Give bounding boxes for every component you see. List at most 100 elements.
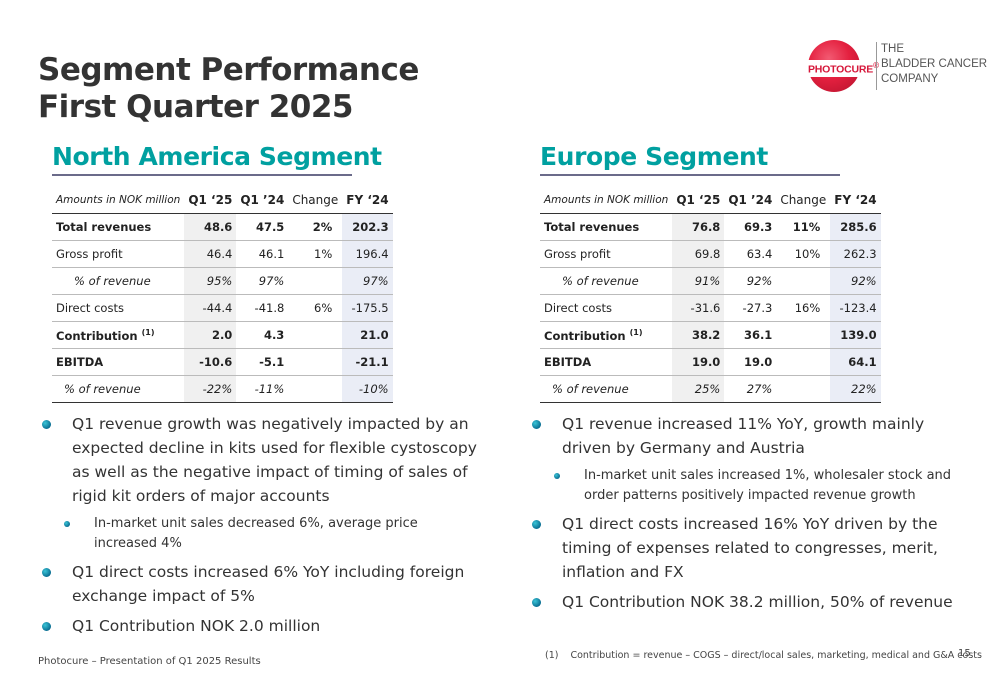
page-title: Segment Performance First Quarter 2025 — [38, 52, 419, 126]
cell-q1-24: -5.1 — [259, 355, 285, 369]
table-row: % of revenue 95% 97% 97% — [52, 267, 393, 295]
cell-q1-24: 36.1 — [743, 328, 773, 342]
bullet-icon — [42, 622, 51, 631]
row-label: % of revenue — [74, 274, 151, 288]
header-change: Change — [780, 193, 827, 207]
bullet-icon — [64, 521, 70, 527]
cell-q1-25: 95% — [184, 267, 237, 295]
table-row: Gross profit 46.4 46.1 1% 196.4 — [52, 240, 393, 268]
cell-q1-25: -44.4 — [184, 294, 237, 322]
cell-q1-25: 2.0 — [184, 321, 237, 349]
table-row: Total revenues 76.8 69.3 11% 285.6 — [540, 213, 881, 241]
header-q1-24: Q1 ’24 — [728, 193, 773, 207]
row-label: Total revenues — [56, 220, 152, 234]
cell-q1-24: 63.4 — [746, 247, 773, 261]
bullet-icon — [42, 568, 51, 577]
cell-q1-25: 19.0 — [672, 348, 725, 376]
row-label: % of revenue — [64, 382, 141, 396]
table-header-row: Amounts in NOK million Q1 ‘25 Q1 ’24 Cha… — [540, 187, 881, 214]
header-fy-24: FY ‘24 — [346, 193, 389, 207]
cell-fy-24: 22% — [830, 375, 881, 403]
row-label: EBITDA — [544, 355, 592, 369]
header-q1-25: Q1 ‘25 — [188, 193, 233, 207]
cell-q1-24: 97% — [258, 274, 285, 288]
cell-change — [288, 268, 342, 295]
bullet-icon — [42, 420, 51, 429]
cell-change: 6% — [314, 301, 333, 315]
list-item: Q1 direct costs increased 6% YoY includi… — [40, 560, 480, 608]
cell-change — [288, 322, 342, 349]
list-item: Q1 direct costs increased 16% YoY driven… — [530, 512, 970, 584]
cell-change — [776, 322, 830, 349]
list-item: In-market unit sales decreased 6%, avera… — [40, 514, 480, 554]
row-label: Direct costs — [56, 301, 124, 315]
north-america-title-rule — [52, 174, 352, 176]
cell-fy-24: -10% — [342, 375, 393, 403]
cell-change: 16% — [794, 301, 821, 315]
list-item: Q1 Contribution NOK 2.0 million — [40, 614, 480, 638]
europe-title-rule — [540, 174, 840, 176]
logo-tagline: THE BLADDER CANCER COMPANY — [881, 43, 988, 85]
row-label: Total revenues — [544, 220, 640, 234]
north-america-table: Amounts in NOK million Q1 ‘25 Q1 ’24 Cha… — [52, 187, 393, 403]
footnote-ref: (1) — [141, 327, 155, 337]
cell-change — [776, 376, 830, 403]
cell-q1-24: 4.3 — [263, 328, 285, 342]
table-row: EBITDA 19.0 19.0 64.1 — [540, 348, 881, 376]
list-item: In-market unit sales increased 1%, whole… — [530, 466, 970, 506]
cell-q1-25: -10.6 — [184, 348, 237, 376]
cell-fy-24: 97% — [342, 267, 393, 295]
row-label: EBITDA — [56, 355, 104, 369]
cell-change: 1% — [314, 247, 333, 261]
cell-q1-25: 69.8 — [672, 240, 725, 268]
cell-q1-24: 27% — [746, 382, 773, 396]
cell-q1-24: 69.3 — [743, 220, 773, 234]
cell-fy-24: -175.5 — [342, 294, 393, 322]
cell-q1-24: -27.3 — [742, 301, 773, 315]
header-label: Amounts in NOK million — [544, 194, 669, 206]
cell-fy-24: 21.0 — [342, 321, 393, 349]
europe-bullets: Q1 revenue increased 11% YoY, growth mai… — [530, 412, 970, 620]
header-fy-24: FY ‘24 — [834, 193, 877, 207]
north-america-title: North America Segment — [52, 142, 382, 171]
footnote-ref: (1) — [629, 327, 643, 337]
cell-fy-24: 202.3 — [342, 213, 393, 241]
row-label: Contribution (1) — [56, 327, 155, 343]
north-america-bullets: Q1 revenue growth was negatively impacte… — [40, 412, 480, 644]
table-row: Contribution (1) 38.2 36.1 139.0 — [540, 321, 881, 349]
page-number: 15 — [958, 648, 971, 659]
row-label: Direct costs — [544, 301, 612, 315]
cell-fy-24: 92% — [830, 267, 881, 295]
table-row: Contribution (1) 2.0 4.3 21.0 — [52, 321, 393, 349]
table-header-row: Amounts in NOK million Q1 ‘25 Q1 ’24 Cha… — [52, 187, 393, 214]
cell-q1-25: 76.8 — [672, 213, 725, 241]
logo-wordmark: PHOTOCURE® — [808, 60, 879, 77]
header-change: Change — [292, 193, 339, 207]
header-q1-24: Q1 ’24 — [240, 193, 285, 207]
cell-q1-25: 48.6 — [184, 213, 237, 241]
logo-divider — [876, 42, 877, 90]
footnote: (1) Contribution = revenue – COGS – direc… — [545, 650, 982, 661]
table-row: % of revenue -22% -11% -10% — [52, 375, 393, 403]
footer-text: Photocure – Presentation of Q1 2025 Resu… — [38, 656, 261, 667]
europe-title: Europe Segment — [540, 142, 768, 171]
list-item: Q1 Contribution NOK 38.2 million, 50% of… — [530, 590, 970, 614]
cell-q1-24: -11% — [254, 382, 285, 396]
cell-q1-24: -41.8 — [254, 301, 285, 315]
cell-change: 10% — [794, 247, 821, 261]
cell-q1-24: 19.0 — [743, 355, 773, 369]
cell-fy-24: -21.1 — [342, 348, 393, 376]
table-row: Gross profit 69.8 63.4 10% 262.3 — [540, 240, 881, 268]
page-title-line2: First Quarter 2025 — [38, 89, 353, 125]
cell-q1-25: 25% — [672, 375, 725, 403]
cell-change: 2% — [312, 220, 333, 234]
cell-q1-25: -31.6 — [672, 294, 725, 322]
table-row: Direct costs -31.6 -27.3 16% -123.4 — [540, 294, 881, 322]
cell-fy-24: -123.4 — [830, 294, 881, 322]
bullet-icon — [532, 598, 541, 607]
row-label: Gross profit — [56, 247, 123, 261]
page-title-line1: Segment Performance — [38, 52, 419, 88]
cell-q1-24: 92% — [746, 274, 773, 288]
table-row: % of revenue 91% 92% 92% — [540, 267, 881, 295]
table-row: Total revenues 48.6 47.5 2% 202.3 — [52, 213, 393, 241]
